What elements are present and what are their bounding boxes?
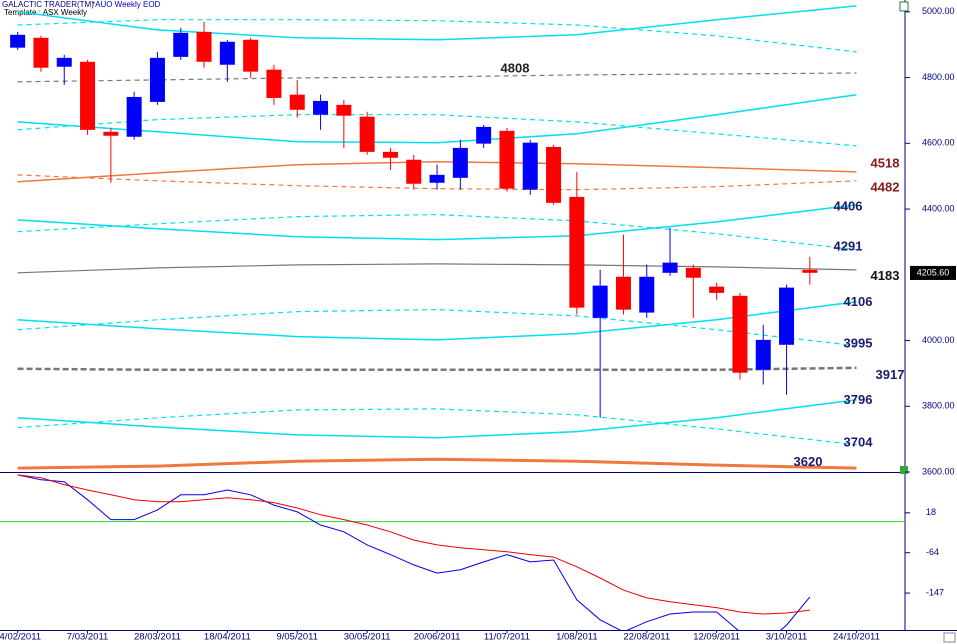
y-tick-label: 4400.00: [922, 203, 955, 213]
candle-body: [452, 147, 468, 178]
candle-body: [685, 267, 701, 278]
level-label: 4808: [501, 60, 530, 75]
candle-body: [569, 196, 585, 308]
candle-body: [289, 94, 305, 110]
level-label: 4518: [871, 156, 900, 171]
level-label: 3917: [876, 367, 905, 382]
band-line: [17, 300, 857, 341]
x-tick-label: 11/07/2011: [484, 632, 530, 643]
candle-body: [33, 37, 49, 68]
band-line: [17, 160, 857, 183]
band-line: [17, 204, 857, 241]
level-label: 3620: [794, 454, 823, 469]
candle-body: [662, 262, 678, 273]
candle-body: [243, 39, 259, 72]
tf-button[interactable]: [943, 632, 956, 643]
corner-marker: [900, 466, 908, 474]
indicator-line: [17, 474, 811, 630]
symbol-label: *AUO Weekly EOD: [92, 0, 161, 9]
level-label: 3704: [844, 434, 874, 449]
candle-body: [80, 61, 96, 130]
candle-body: [149, 57, 165, 102]
band-line: [17, 5, 857, 41]
level-label: 4482: [871, 180, 900, 195]
candle-body: [779, 287, 795, 345]
indicator-line: [17, 474, 810, 615]
x-tick-label: 20/06/2011: [414, 632, 461, 643]
y-tick-label: 4800.00: [922, 72, 955, 82]
indicator-panel: [0, 474, 905, 630]
y-tick-label: -64: [926, 547, 939, 557]
candle-body: [709, 286, 725, 293]
x-tick-label: 30/05/2011: [344, 632, 391, 643]
candle-body: [382, 151, 398, 158]
candle-body: [336, 104, 352, 116]
template-label: Template : ASX Weekly: [4, 8, 87, 17]
level-label: 4106: [844, 294, 873, 309]
x-tick-label: 1/08/2011: [556, 632, 598, 643]
band-line: [17, 366, 857, 372]
level-label: 4183: [871, 268, 900, 283]
band-line: [17, 93, 857, 144]
candle-body: [522, 142, 538, 190]
axes: 5000.00 4800.00 4600.00 4400.00 4000.00 3800.…: [0, 6, 956, 643]
x-tick-label: 9/05/2011: [276, 632, 318, 643]
candle-body: [592, 285, 608, 318]
candle-body: [219, 41, 235, 65]
candle-body: [639, 276, 655, 313]
y-tick-label: 4600.00: [922, 138, 955, 148]
level-label: 3796: [844, 392, 873, 407]
y-tick-label: 5000.00: [922, 6, 955, 16]
candle-body: [546, 146, 562, 203]
candle-body: [173, 32, 189, 57]
candle-body: [313, 100, 329, 115]
candle-body: [126, 96, 142, 137]
level-label: 4406: [834, 199, 863, 214]
band-line: [17, 457, 857, 470]
band-line: [17, 398, 857, 439]
candle-body: [56, 57, 72, 67]
y-tick-label: 3600.00: [922, 466, 955, 476]
last-price-box: [910, 265, 956, 280]
band-line: [17, 263, 857, 274]
app-title: GALACTIC TRADER(TM): [2, 0, 94, 9]
x-tick-label: 3/10/2011: [766, 632, 808, 643]
level-label: 3995: [844, 336, 873, 351]
candle-body: [732, 295, 748, 373]
level-label: 4291: [834, 238, 863, 253]
y-tick-label: 3800.00: [922, 401, 955, 411]
y-tick-label: 18: [926, 507, 936, 517]
candle-body: [103, 131, 119, 136]
x-tick-label: 12/09/2011: [693, 632, 740, 643]
x-tick-label: 28/03/2011: [134, 632, 181, 643]
x-tick-label: 18/04/2011: [204, 632, 251, 643]
x-tick-label: 14/02/2011: [0, 632, 41, 643]
y-tick-label: 4000.00: [922, 335, 955, 345]
candle-body: [499, 130, 515, 189]
candle-body: [476, 126, 492, 144]
candle-body: [615, 276, 631, 310]
x-tick-label: 7/03/2011: [67, 632, 109, 643]
x-tick-label: 24/10/2011: [833, 632, 880, 643]
y-tick-label: -147: [926, 587, 944, 597]
candle-body: [429, 174, 445, 183]
candle-body: [802, 269, 818, 273]
price-panel: 4808 4518 4482 4406 4291 4183 4106 3995 39173796…: [10, 5, 905, 470]
candle-body: [10, 34, 26, 48]
x-tick-label: 22/08/2011: [623, 632, 670, 643]
candle-body: [359, 116, 375, 152]
candle-body: [266, 69, 282, 98]
candle-body: [755, 339, 771, 370]
candle-body: [196, 31, 212, 62]
corner-icon[interactable]: [899, 1, 909, 12]
last-price-label: 4205.60: [917, 267, 950, 277]
candle-body: [406, 159, 422, 184]
